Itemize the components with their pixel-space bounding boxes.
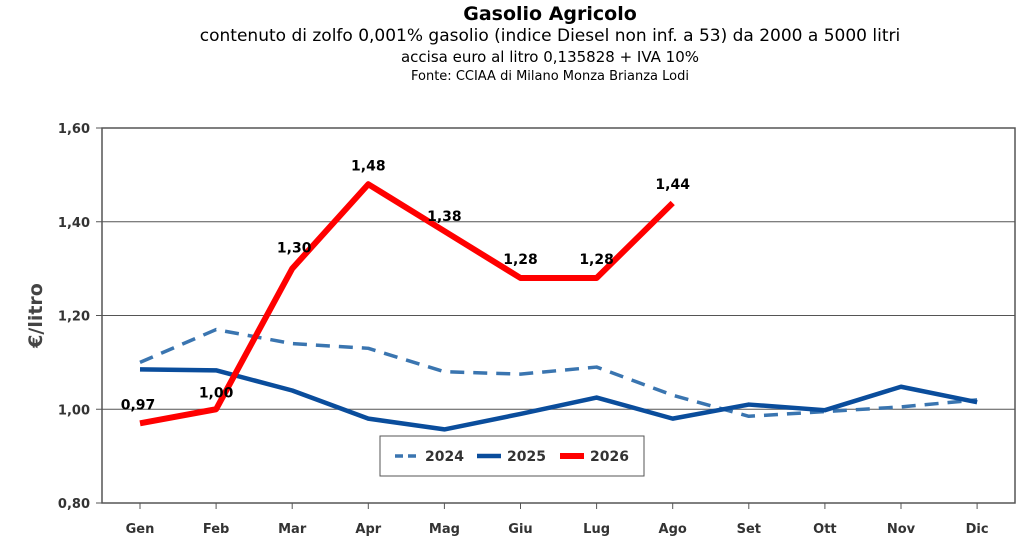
chart-title: Gasolio Agricolo: [463, 3, 637, 25]
x-tick-label: Ott: [813, 522, 836, 537]
x-tick-label: Ago: [659, 522, 687, 537]
series: [139, 181, 978, 432]
y-tick-label: 1,00: [58, 403, 90, 418]
chart-titles: Gasolio Agricolo contenuto di zolfo 0,00…: [0, 0, 1024, 87]
x-tick-label: Giu: [508, 522, 532, 537]
data-label-2026: 1,38: [427, 209, 462, 225]
series-line-2026: [139, 181, 675, 427]
grid: [102, 221, 1015, 410]
plot-frame: [101, 127, 1016, 504]
y-tick-label: 1,60: [58, 122, 90, 137]
x-tick-label: Gen: [126, 522, 155, 537]
data-label-2026: 1,28: [579, 252, 614, 268]
x-tick-label: Feb: [203, 522, 229, 537]
data-label-2026: 1,48: [351, 158, 386, 174]
chart-source: Fonte: CCIAA di Milano Monza Brianza Lod…: [411, 69, 689, 84]
legend-box: [379, 435, 645, 477]
data-label-2026: 1,28: [503, 252, 538, 268]
x-tick-label: Apr: [355, 522, 381, 537]
x-tick-label: Set: [737, 522, 761, 537]
y-axis-label: €/litro: [25, 283, 47, 349]
legend-label-2026: 2026: [590, 449, 629, 465]
data-label-2026: 0,97: [121, 397, 156, 413]
y-tick-label: 1,40: [58, 216, 90, 231]
axes: 0,80 1,00 1,20 1,40 1,60 Gen Feb Mar Apr Mag Giu Lu…: [25, 122, 1016, 537]
x-tick-label: Dic: [966, 522, 989, 537]
legend-label-2024: 2024: [425, 449, 464, 465]
x-tick-label: Lug: [583, 522, 610, 537]
data-label-2026: 1,30: [277, 241, 312, 257]
x-tick-label: Mar: [278, 522, 307, 537]
series-line-2025: [139, 367, 978, 432]
chart-subtitle-tax: accisa euro al litro 0,135828 + IVA 10%: [400, 48, 700, 66]
data-labels: 0,97 1,00 1,30 1,48 1,38 1,28 1,28 1,44: [121, 158, 691, 413]
y-tick-label: 0,80: [58, 497, 90, 512]
legend-label-2025: 2025: [507, 449, 546, 465]
y-tick-label: 1,20: [58, 310, 90, 325]
chart-subtitle: contenuto di zolfo 0,001% gasolio (indic…: [199, 26, 901, 46]
data-label-2026: 1,44: [655, 177, 690, 193]
x-tick-label: Nov: [887, 522, 916, 537]
series-line-2024: [139, 327, 978, 419]
data-label-2026: 1,00: [199, 385, 234, 401]
x-tick-label: Mag: [429, 522, 460, 537]
legend: 2024 2025 2026: [379, 435, 645, 477]
